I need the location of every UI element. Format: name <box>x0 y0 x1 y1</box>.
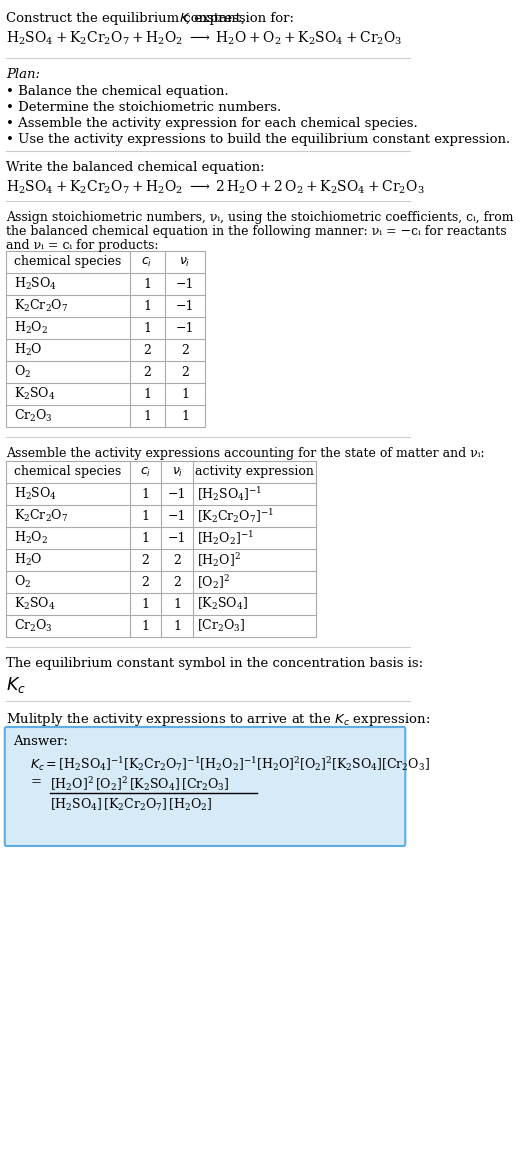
Text: $\mathregular{O_2}$: $\mathregular{O_2}$ <box>14 364 31 380</box>
Text: −1: −1 <box>176 321 194 335</box>
Text: $K_c = \mathregular{[H_2SO_4]^{-1}[K_2Cr_2O_7]^{-1}[H_2O_2]^{-1}[H_2O]^2[O_2]^2[: $K_c = \mathregular{[H_2SO_4]^{-1}[K_2Cr… <box>30 755 430 773</box>
Text: The equilibrium constant symbol in the concentration basis is:: The equilibrium constant symbol in the c… <box>6 657 423 670</box>
Text: $\mathregular{H_2O_2}$: $\mathregular{H_2O_2}$ <box>14 320 48 336</box>
Text: $\mathregular{K_2SO_4}$: $\mathregular{K_2SO_4}$ <box>14 386 56 402</box>
Text: $\mathregular{[K_2SO_4]}$: $\mathregular{[K_2SO_4]}$ <box>197 596 248 612</box>
Text: $\mathregular{[H_2SO_4]^{-1}}$: $\mathregular{[H_2SO_4]^{-1}}$ <box>197 484 263 503</box>
Text: $\mathregular{[H_2O_2]^{-1}}$: $\mathregular{[H_2O_2]^{-1}}$ <box>197 529 254 547</box>
Text: 1: 1 <box>173 598 181 611</box>
Text: $\mathregular{[H_2O]^2}$: $\mathregular{[H_2O]^2}$ <box>197 551 241 569</box>
Text: the balanced chemical equation in the following manner: νᵢ = −cᵢ for reactants: the balanced chemical equation in the fo… <box>6 225 507 238</box>
Text: $\mathregular{Cr_2O_3}$: $\mathregular{Cr_2O_3}$ <box>14 408 53 424</box>
Bar <box>6 461 316 637</box>
Text: Plan:: Plan: <box>6 68 40 81</box>
Text: 1: 1 <box>181 409 189 423</box>
Text: $\mathregular{K_2SO_4}$: $\mathregular{K_2SO_4}$ <box>14 596 56 612</box>
Text: −1: −1 <box>176 277 194 291</box>
Text: $K_c$: $K_c$ <box>6 675 26 695</box>
Text: • Assemble the activity expression for each chemical species.: • Assemble the activity expression for e… <box>6 117 418 130</box>
Text: $\mathregular{[H_2O]^2\,[O_2]^2\,[K_2SO_4]\,[Cr_2O_3]}$: $\mathregular{[H_2O]^2\,[O_2]^2\,[K_2SO_… <box>50 775 230 793</box>
Text: 2: 2 <box>141 554 149 567</box>
FancyBboxPatch shape <box>5 727 405 846</box>
Text: 2: 2 <box>143 365 151 379</box>
Text: 1: 1 <box>173 620 181 633</box>
Text: Answer:: Answer: <box>13 735 68 748</box>
Text: 1: 1 <box>143 277 151 291</box>
Text: $\mathregular{H_2SO_4 + K_2Cr_2O_7 + H_2O_2}$$\mathregular{\;\longrightarrow\;}$: $\mathregular{H_2SO_4 + K_2Cr_2O_7 + H_2… <box>6 178 425 196</box>
Text: $c_i$: $c_i$ <box>141 255 152 269</box>
Text: • Determine the stoichiometric numbers.: • Determine the stoichiometric numbers. <box>6 101 281 114</box>
Text: 1: 1 <box>143 409 151 423</box>
Text: $\mathregular{H_2O}$: $\mathregular{H_2O}$ <box>14 342 43 358</box>
Text: 1: 1 <box>181 387 189 401</box>
Text: 1: 1 <box>141 510 149 523</box>
Text: 1: 1 <box>143 321 151 335</box>
Text: $\mathregular{H_2SO_4}$: $\mathregular{H_2SO_4}$ <box>14 486 58 502</box>
Text: $c_i$: $c_i$ <box>140 466 151 479</box>
Text: Assemble the activity expressions accounting for the state of matter and νᵢ:: Assemble the activity expressions accoun… <box>6 447 485 460</box>
Text: Assign stoichiometric numbers, νᵢ, using the stoichiometric coefficients, cᵢ, fr: Assign stoichiometric numbers, νᵢ, using… <box>6 211 514 224</box>
Text: 2: 2 <box>181 343 189 357</box>
Text: chemical species: chemical species <box>14 255 121 269</box>
Text: , expression for:: , expression for: <box>186 12 294 25</box>
Text: • Use the activity expressions to build the equilibrium constant expression.: • Use the activity expressions to build … <box>6 133 510 146</box>
Text: $\mathregular{K_2Cr_2O_7}$: $\mathregular{K_2Cr_2O_7}$ <box>14 508 69 524</box>
Text: 2: 2 <box>173 554 181 567</box>
Text: 2: 2 <box>173 576 181 589</box>
Text: • Balance the chemical equation.: • Balance the chemical equation. <box>6 85 229 99</box>
Text: 1: 1 <box>143 387 151 401</box>
Text: chemical species: chemical species <box>14 466 121 479</box>
Text: −1: −1 <box>168 532 187 545</box>
Text: $\mathregular{H_2O}$: $\mathregular{H_2O}$ <box>14 552 43 568</box>
Text: $\mathregular{K_2Cr_2O_7}$: $\mathregular{K_2Cr_2O_7}$ <box>14 298 69 314</box>
Text: $\mathregular{H_2SO_4 + K_2Cr_2O_7 + H_2O_2}$$\mathregular{\;\longrightarrow\;}$: $\mathregular{H_2SO_4 + K_2Cr_2O_7 + H_2… <box>6 30 403 48</box>
Text: $\nu_i$: $\nu_i$ <box>179 255 191 269</box>
Text: 1: 1 <box>141 620 149 633</box>
Text: Construct the equilibrium constant,: Construct the equilibrium constant, <box>6 12 249 25</box>
Text: 1: 1 <box>143 299 151 313</box>
Text: 1: 1 <box>141 532 149 545</box>
Text: $\nu_i$: $\nu_i$ <box>171 466 183 479</box>
Text: $\mathregular{[O_2]^2}$: $\mathregular{[O_2]^2}$ <box>197 573 230 591</box>
Text: $K$: $K$ <box>179 12 190 25</box>
Text: 1: 1 <box>141 598 149 611</box>
Text: $\mathregular{Cr_2O_3}$: $\mathregular{Cr_2O_3}$ <box>14 618 53 634</box>
Text: 2: 2 <box>143 343 151 357</box>
Text: 2: 2 <box>181 365 189 379</box>
Text: =: = <box>30 775 41 788</box>
Text: 1: 1 <box>141 488 149 501</box>
Text: $\mathregular{H_2SO_4}$: $\mathregular{H_2SO_4}$ <box>14 276 58 292</box>
Text: Mulitply the activity expressions to arrive at the $K_c$ expression:: Mulitply the activity expressions to arr… <box>6 710 431 728</box>
Text: $\mathregular{[H_2SO_4]\,[K_2Cr_2O_7]\,[H_2O_2]}$: $\mathregular{[H_2SO_4]\,[K_2Cr_2O_7]\,[… <box>50 797 213 814</box>
Text: activity expression: activity expression <box>195 466 314 479</box>
Text: $\mathregular{[K_2Cr_2O_7]^{-1}}$: $\mathregular{[K_2Cr_2O_7]^{-1}}$ <box>197 506 274 525</box>
Text: 2: 2 <box>141 576 149 589</box>
Bar <box>6 252 205 427</box>
Text: −1: −1 <box>176 299 194 313</box>
Text: $\mathregular{[Cr_2O_3]}$: $\mathregular{[Cr_2O_3]}$ <box>197 618 246 634</box>
Text: $\mathregular{H_2O_2}$: $\mathregular{H_2O_2}$ <box>14 530 48 546</box>
Text: −1: −1 <box>168 510 187 523</box>
Text: $\mathregular{O_2}$: $\mathregular{O_2}$ <box>14 574 31 590</box>
Text: −1: −1 <box>168 488 187 501</box>
Text: Write the balanced chemical equation:: Write the balanced chemical equation: <box>6 161 265 174</box>
Text: and νᵢ = cᵢ for products:: and νᵢ = cᵢ for products: <box>6 239 159 252</box>
